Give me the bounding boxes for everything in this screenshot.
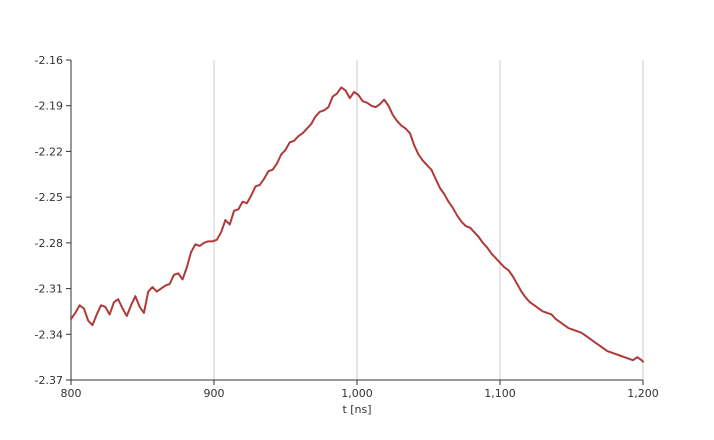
axes: -2.37 -2.34 -2.31 -2.28 -2.25 -2.22 -2.19 -2.16… xyxy=(35,54,659,400)
series-line xyxy=(70,86,644,363)
x-tick-label: 1,100 xyxy=(484,387,516,400)
x-tick-label: 1,200 xyxy=(627,387,659,400)
x-tick-label: 800 xyxy=(61,387,82,400)
y-tick-label: -2.19 xyxy=(35,100,63,113)
x-tick-label: 900 xyxy=(204,387,225,400)
y-tick-label: -2.34 xyxy=(35,328,63,341)
y-tick-label: -2.37 xyxy=(35,374,63,387)
grid-lines xyxy=(213,60,644,380)
y-tick-label: -2.16 xyxy=(35,54,63,67)
y-tick-label: -2.22 xyxy=(35,145,63,158)
y-tick-label: -2.31 xyxy=(35,283,63,296)
x-axis-title: t [ns] xyxy=(342,403,371,416)
x-tick-label: 1,000 xyxy=(341,387,373,400)
y-tick-label: -2.28 xyxy=(35,237,63,250)
y-tick-label: -2.25 xyxy=(35,191,63,204)
series-layer xyxy=(70,86,644,363)
